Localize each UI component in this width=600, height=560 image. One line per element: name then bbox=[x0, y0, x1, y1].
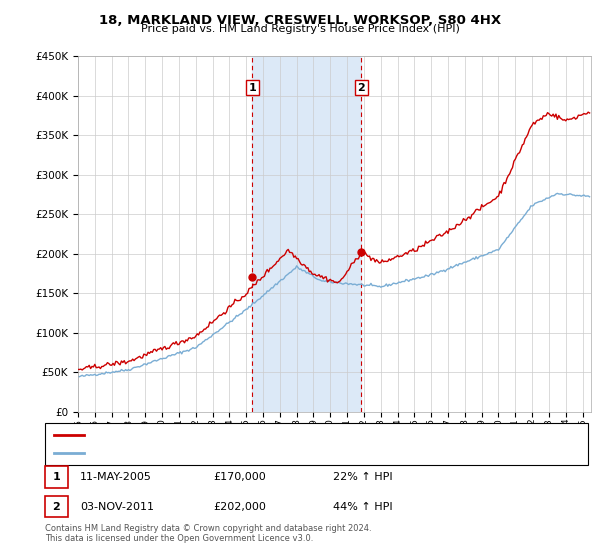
Text: 11-MAY-2005: 11-MAY-2005 bbox=[80, 472, 152, 482]
Text: 44% ↑ HPI: 44% ↑ HPI bbox=[333, 502, 392, 512]
Text: HPI: Average price, detached house, Bolsover: HPI: Average price, detached house, Bols… bbox=[90, 448, 313, 458]
Text: 1: 1 bbox=[248, 83, 256, 92]
Text: 2: 2 bbox=[358, 83, 365, 92]
Text: Contains HM Land Registry data © Crown copyright and database right 2024.
This d: Contains HM Land Registry data © Crown c… bbox=[45, 524, 371, 543]
Text: 18, MARKLAND VIEW, CRESWELL, WORKSOP, S80 4HX: 18, MARKLAND VIEW, CRESWELL, WORKSOP, S8… bbox=[99, 14, 501, 27]
Text: 2: 2 bbox=[53, 502, 60, 512]
Text: 22% ↑ HPI: 22% ↑ HPI bbox=[333, 472, 392, 482]
Text: 18, MARKLAND VIEW, CRESWELL, WORKSOP, S80 4HX (detached house): 18, MARKLAND VIEW, CRESWELL, WORKSOP, S8… bbox=[90, 430, 445, 440]
Text: 03-NOV-2011: 03-NOV-2011 bbox=[80, 502, 154, 512]
Text: £202,000: £202,000 bbox=[213, 502, 266, 512]
Text: Price paid vs. HM Land Registry's House Price Index (HPI): Price paid vs. HM Land Registry's House … bbox=[140, 24, 460, 34]
Text: 1: 1 bbox=[53, 472, 60, 482]
Bar bbox=[253, 56, 361, 412]
Text: £170,000: £170,000 bbox=[213, 472, 266, 482]
